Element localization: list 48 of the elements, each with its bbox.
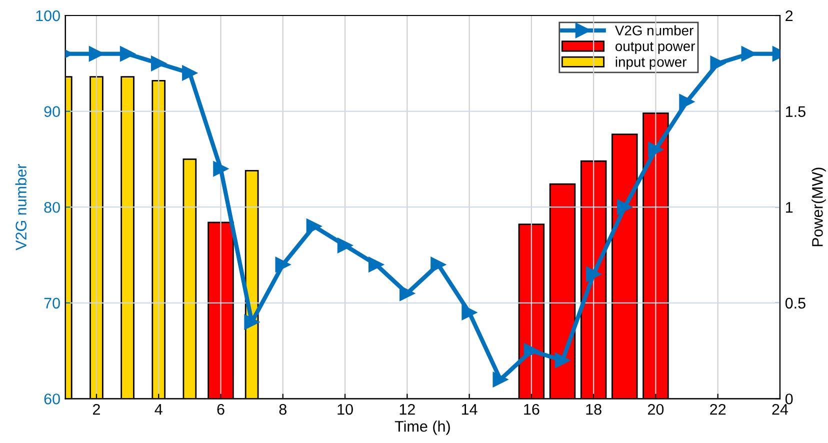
point — [150, 56, 166, 72]
point — [306, 218, 322, 234]
point — [275, 256, 291, 272]
x-tick-label: 4 — [154, 404, 162, 415]
y2-tick-label: 0 — [785, 394, 793, 404]
point — [244, 314, 260, 330]
x-tick-label: 2 — [93, 404, 100, 415]
y2-axis-title: Power(MW) — [812, 168, 826, 246]
x-tick-label: 20 — [648, 404, 664, 415]
point — [400, 286, 415, 301]
y-tick-label: 70 — [44, 298, 60, 309]
point — [710, 56, 726, 72]
y2-tick-label: 2 — [786, 10, 793, 22]
x-tick-label: 18 — [586, 404, 602, 415]
point — [679, 94, 694, 110]
point — [648, 142, 664, 158]
point — [182, 65, 198, 81]
point — [430, 256, 446, 272]
x-tick-label: 14 — [462, 404, 478, 415]
point — [586, 266, 602, 282]
x-tick-label: 6 — [217, 404, 224, 415]
legend-label: V2G number — [614, 25, 694, 36]
y-tick-label: 90 — [44, 106, 60, 117]
point — [213, 161, 228, 176]
y-tick-label: 60 — [44, 394, 60, 404]
point — [616, 199, 632, 215]
x-tick-label: 10 — [338, 404, 353, 415]
point — [492, 372, 508, 388]
y-tick-label: 80 — [44, 202, 60, 213]
point — [337, 238, 353, 254]
point — [368, 256, 384, 272]
y2-tick-label: 1.5 — [786, 106, 806, 117]
y-axis-title: V2G number — [15, 164, 26, 250]
point — [462, 304, 477, 320]
y2-tick-label: 1 — [786, 202, 793, 213]
point — [120, 46, 136, 62]
x-tick-label: 16 — [524, 404, 540, 415]
x-tick-label: 24 — [772, 404, 788, 415]
x-tick-label: 8 — [279, 404, 286, 415]
x-tick-label: 12 — [400, 404, 415, 415]
x-axis-title: Time (h) — [394, 420, 450, 435]
point — [524, 343, 540, 358]
x-tick-label: 22 — [710, 404, 726, 415]
y-tick-label: 100 — [36, 10, 60, 22]
legend-label: input power — [616, 56, 687, 70]
legend-label: output power — [616, 42, 695, 54]
y2-tick-label: 0.5 — [785, 298, 806, 309]
point — [554, 352, 570, 368]
